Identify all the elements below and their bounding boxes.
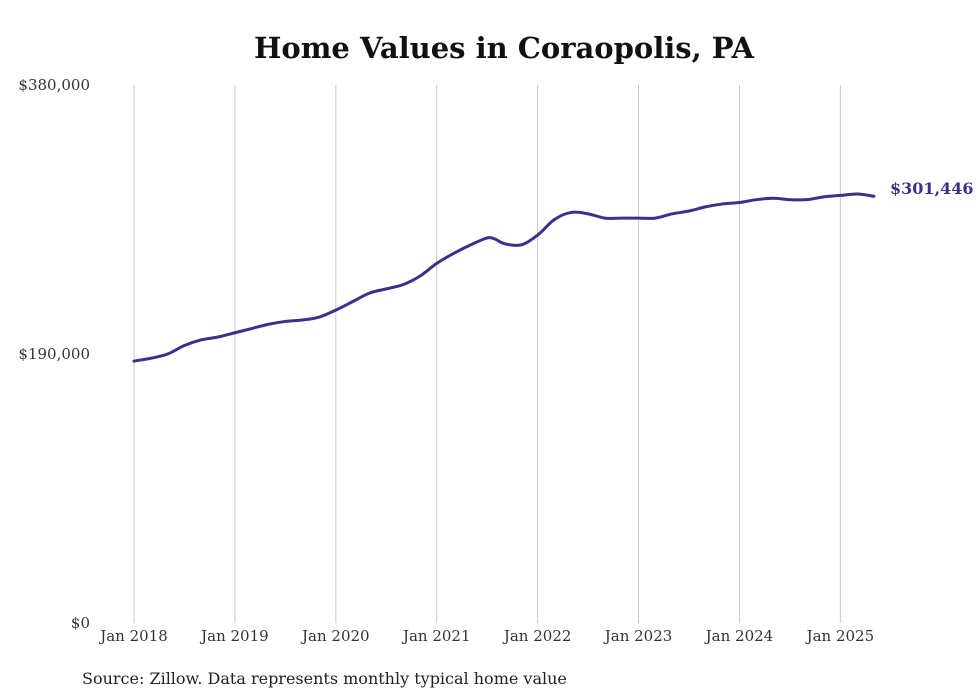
- chart-title: Home Values in Coraopolis, PA: [254, 31, 754, 65]
- x-tick-label: Jan 2020: [300, 627, 370, 645]
- x-tick-label: Jan 2023: [603, 627, 673, 645]
- x-tick-label: Jan 2022: [502, 627, 572, 645]
- x-tick-label: Jan 2018: [98, 627, 168, 645]
- x-tick-label: Jan 2019: [199, 627, 269, 645]
- y-axis-tick-labels: $0 $190,000 $380,000: [18, 76, 90, 632]
- y-tick-label: $380,000: [18, 76, 90, 94]
- y-tick-label: $190,000: [18, 345, 90, 363]
- end-value-label: $301,446: [890, 179, 974, 198]
- grid-layer: [133, 85, 841, 623]
- y-tick-label: $0: [71, 614, 90, 632]
- home-value-line: [132, 192, 876, 363]
- x-axis-tick-labels: Jan 2018 Jan 2019 Jan 2020 Jan 2021 Jan 2022…: [98, 627, 874, 645]
- x-tick-label: Jan 2021: [401, 627, 471, 645]
- source-note: Source: Zillow. Data represents monthly …: [82, 669, 567, 688]
- series-layer: [132, 192, 876, 363]
- x-tick-label: Jan 2025: [805, 627, 875, 645]
- x-tick-label: Jan 2024: [704, 627, 774, 645]
